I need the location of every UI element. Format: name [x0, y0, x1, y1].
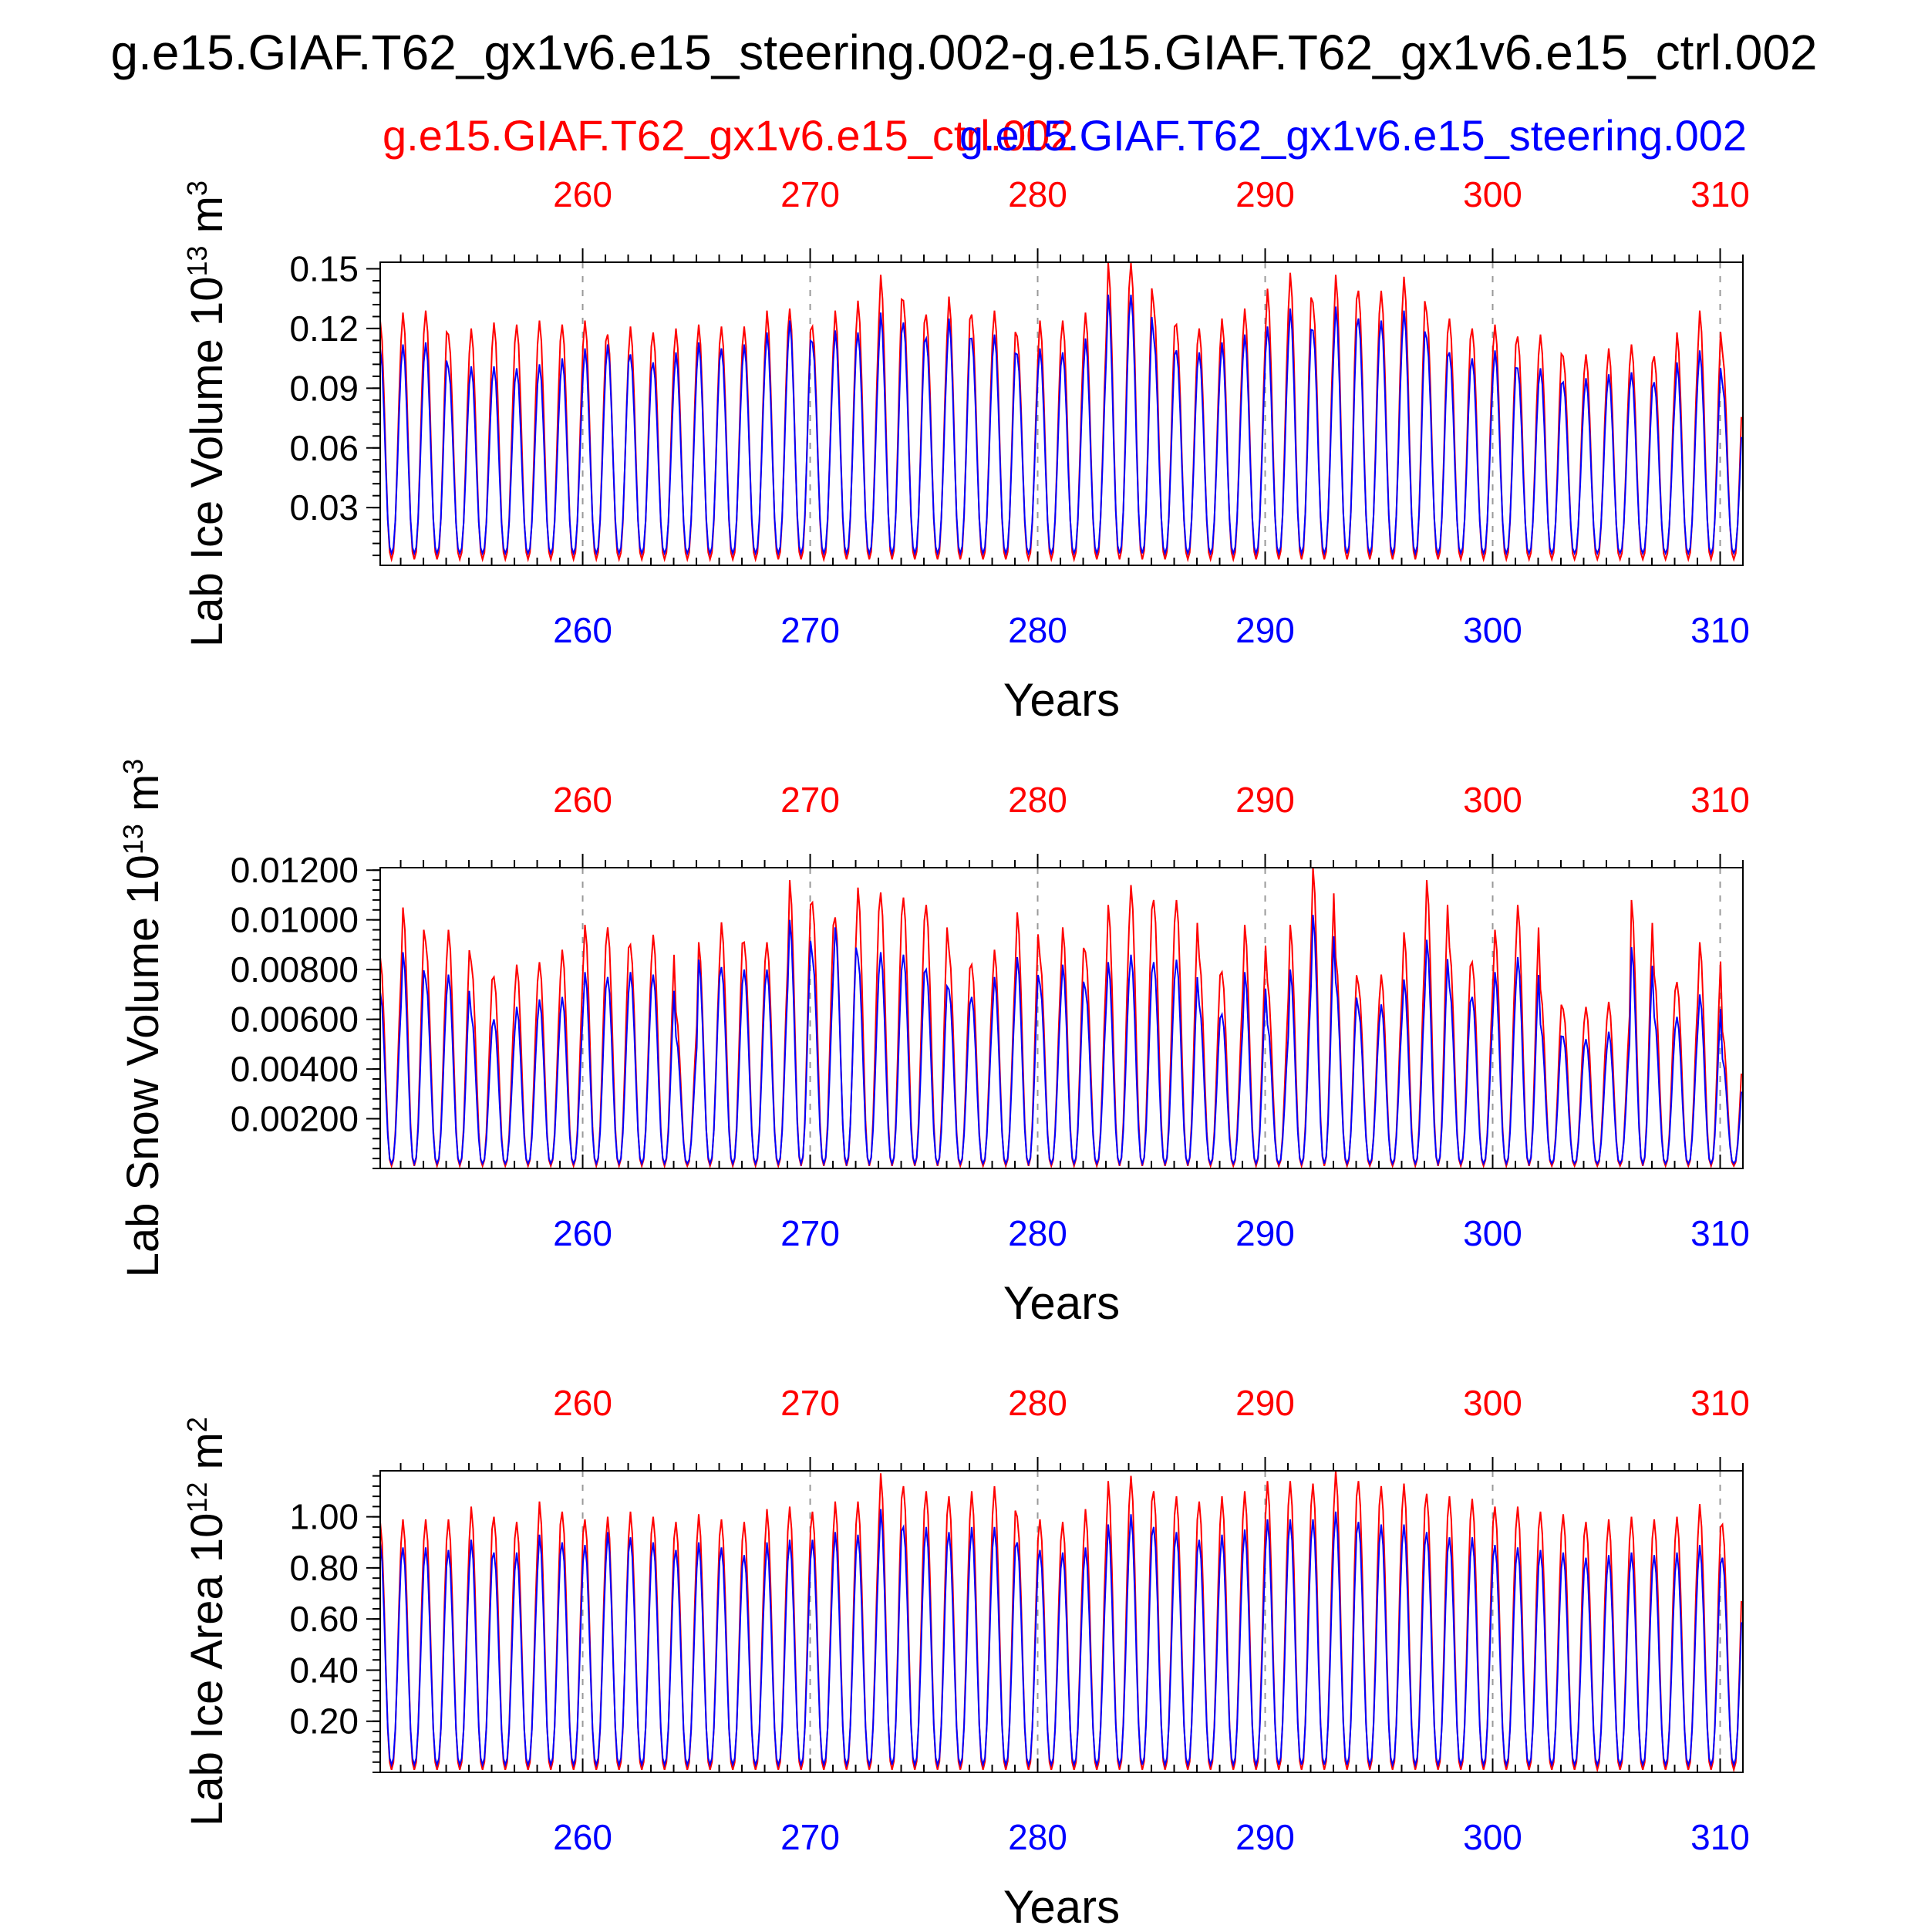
y-tick-label: 0.00600	[231, 1000, 359, 1040]
x-tick-label-bottom: 290	[1235, 1817, 1295, 1857]
x-tick-label-bottom: 280	[1008, 1817, 1067, 1857]
x-tick-label-bottom: 260	[553, 1213, 612, 1253]
y-tick-label: 1.00	[289, 1497, 359, 1537]
x-tick-label-top: 310	[1690, 1383, 1750, 1423]
x-tick-label-top: 280	[1008, 1383, 1067, 1423]
y-tick-label: 0.09	[289, 368, 359, 408]
y-axis-title-ylabel-unit: m	[118, 774, 168, 824]
panel-1: 260 260 270 270 280 280 290 290 300 300 310 310 Year…	[117, 759, 1750, 1329]
x-tick-label-bottom: 280	[1008, 1213, 1067, 1253]
series-line-steering	[379, 915, 1742, 1167]
y-axis-title: Lab Ice Area 1012 m2	[181, 1417, 233, 1826]
x-tick-label-bottom: 310	[1690, 610, 1750, 650]
x-tick-label-top: 310	[1690, 780, 1750, 820]
y-tick-label: 0.00200	[231, 1099, 359, 1139]
y-tick-label: 0.01000	[231, 900, 359, 940]
y-tick-label: 0.12	[289, 309, 359, 349]
panel-0: 260 260 270 270 280 280 290 290 300 300 310 310 Year…	[181, 174, 1750, 726]
x-tick-label-bottom: 260	[553, 610, 612, 650]
x-tick-label-bottom: 300	[1463, 1817, 1522, 1857]
x-tick-label-bottom: 300	[1463, 610, 1522, 650]
chart-panels: 260 260 270 270 280 280 290 290 300 300 310 310 Year…	[117, 174, 1750, 1932]
x-tick-label-top: 280	[1008, 174, 1067, 214]
plot-frame	[379, 261, 1744, 566]
series-line-steering	[379, 295, 1742, 557]
x-axis-title: Years	[1003, 1277, 1120, 1329]
y-tick-label: 0.40	[289, 1650, 359, 1690]
x-tick-label-bottom: 290	[1235, 1213, 1295, 1253]
legend-steering-label: g.e15.GIAF.T62_gx1v6.e15_steering.002	[959, 111, 1747, 160]
y-axis-title-ylabel-exp: 13	[181, 245, 213, 276]
x-tick-label-top: 270	[780, 780, 840, 820]
x-tick-label-bottom: 270	[780, 610, 840, 650]
y-axis-title-ylabel-main: Lab Ice Volume 10	[182, 277, 232, 647]
y-axis-title: Lab Snow Volume 1013 m3	[117, 759, 169, 1278]
x-axis-title: Years	[1003, 1881, 1120, 1928]
x-tick-label-top: 300	[1463, 174, 1522, 214]
y-tick-label: 0.06	[289, 428, 359, 468]
y-axis-title-ylabel-exp: 12	[181, 1482, 213, 1513]
x-tick-label-bottom: 310	[1690, 1817, 1750, 1857]
x-tick-label-bottom: 300	[1463, 1213, 1522, 1253]
x-tick-label-bottom: 280	[1008, 610, 1067, 650]
y-axis-title-ylabel-unit-exp: 3	[181, 180, 213, 196]
series-line-ctrl	[379, 1470, 1742, 1773]
x-tick-label-bottom: 290	[1235, 610, 1295, 650]
y-axis-title-ylabel-main: Lab Snow Volume 10	[118, 855, 168, 1277]
y-tick-label: 0.20	[289, 1701, 359, 1741]
x-tick-label-top: 290	[1235, 1383, 1295, 1423]
y-tick-label: 0.03	[289, 487, 359, 528]
y-axis-title-ylabel-unit-exp: 2	[181, 1417, 213, 1432]
y-axis-title: Lab Ice Volume 1013 m3	[181, 180, 233, 647]
x-tick-label-top: 260	[553, 1383, 612, 1423]
x-tick-label-top: 280	[1008, 780, 1067, 820]
plot-frame	[379, 1470, 1744, 1773]
y-tick-label: 0.00400	[231, 1049, 359, 1089]
series-line-ctrl	[379, 867, 1742, 1169]
x-tick-label-top: 290	[1235, 174, 1295, 214]
x-tick-label-bottom: 260	[553, 1817, 612, 1857]
y-axis-title-ylabel-unit-exp: 3	[117, 759, 149, 774]
y-tick-label: 0.15	[289, 249, 359, 289]
x-tick-label-top: 260	[553, 780, 612, 820]
y-tick-label: 0.60	[289, 1599, 359, 1639]
y-axis-title-ylabel-unit: m	[182, 1432, 232, 1482]
x-tick-label-top: 260	[553, 174, 612, 214]
x-tick-label-top: 310	[1690, 174, 1750, 214]
x-tick-label-bottom: 270	[780, 1817, 840, 1857]
plot-frame	[379, 867, 1744, 1169]
series-line-steering	[379, 1509, 1742, 1768]
legend-ctrl-label: g.e15.GIAF.T62_gx1v6.e15_ctrl.002	[383, 111, 1074, 160]
x-tick-label-bottom: 310	[1690, 1213, 1750, 1253]
y-axis-title-ylabel-main: Lab Ice Area 10	[182, 1513, 232, 1826]
x-tick-label-top: 300	[1463, 780, 1522, 820]
x-tick-label-top: 270	[780, 174, 840, 214]
figure-title: g.e15.GIAF.T62_gx1v6.e15_steering.002-g.…	[111, 25, 1818, 80]
y-axis-title-ylabel-unit: m	[182, 196, 232, 245]
x-tick-label-bottom: 270	[780, 1213, 840, 1253]
y-axis-title-ylabel-exp: 13	[117, 824, 149, 855]
x-tick-label-top: 290	[1235, 780, 1295, 820]
x-tick-label-top: 270	[780, 1383, 840, 1423]
y-tick-label: 0.01200	[231, 850, 359, 890]
y-tick-label: 0.00800	[231, 949, 359, 990]
x-axis-title: Years	[1003, 674, 1120, 726]
panel-2: 260 260 270 270 280 280 290 290 300 300 310 310 Year…	[181, 1383, 1750, 1932]
x-tick-label-top: 300	[1463, 1383, 1522, 1423]
y-tick-label: 0.80	[289, 1548, 359, 1588]
